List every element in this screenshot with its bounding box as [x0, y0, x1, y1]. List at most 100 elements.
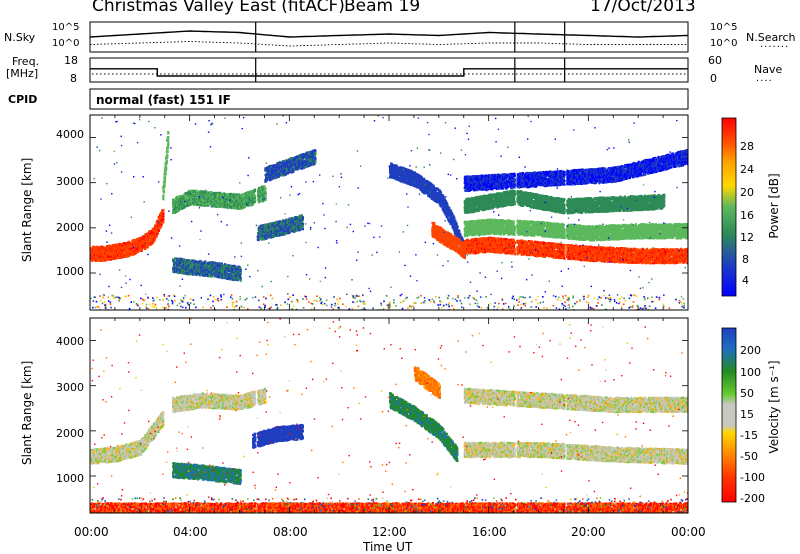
- heatmap-cell: [141, 246, 144, 249]
- heatmap-cell: [162, 190, 165, 193]
- heatmap-cell: [159, 217, 162, 220]
- heatmap-cell: [212, 199, 215, 202]
- heatmap-cell: [206, 198, 209, 201]
- heatmap-cell: [235, 195, 238, 198]
- heatmap-cell: [240, 204, 243, 207]
- heatmap-cell: [119, 256, 122, 259]
- heatmap-cell: [150, 234, 153, 237]
- heatmap-cell: [145, 240, 148, 243]
- heatmap-cell: [97, 249, 100, 252]
- heatmap-cell: [224, 193, 227, 196]
- heatmap-cell: [219, 196, 222, 200]
- heatmap-cell: [198, 198, 201, 201]
- heatmap-cell: [165, 168, 168, 171]
- heatmap-cell: [161, 221, 164, 224]
- heatmap-cell: [153, 239, 156, 242]
- heatmap-cell: [137, 249, 140, 253]
- heatmap-cell: [166, 153, 169, 157]
- heatmap-cell: [253, 198, 257, 201]
- heatmap-cell: [213, 205, 216, 208]
- heatmap-cell: [264, 187, 267, 190]
- heatmap-cell: [209, 193, 212, 197]
- heatmap-cell: [164, 172, 167, 175]
- heatmap-cell: [214, 196, 217, 199]
- heatmap-cell: [92, 251, 95, 254]
- heatmap-cell: [159, 226, 162, 229]
- heatmap-cell: [97, 250, 100, 253]
- heatmap-cell: [162, 221, 165, 224]
- heatmap-cell: [136, 239, 140, 242]
- heatmap-cell: [204, 190, 207, 193]
- heatmap-cell: [97, 259, 100, 262]
- heatmap-cell: [167, 140, 170, 143]
- heatmap-cell: [145, 235, 148, 238]
- heatmap-cell: [191, 189, 194, 192]
- heatmap-cell: [101, 259, 104, 262]
- heatmap-cell: [106, 247, 109, 250]
- heatmap-cell: [161, 210, 164, 213]
- heatmap-cell: [195, 189, 198, 192]
- heatmap-cell: [264, 194, 267, 197]
- heatmap-cell: [246, 203, 249, 207]
- heatmap-cell: [172, 206, 175, 209]
- heatmap-cell: [94, 257, 97, 260]
- heatmap-cell: [158, 219, 162, 222]
- heatmap-cell: [216, 195, 220, 198]
- heatmap-cell: [163, 185, 166, 188]
- heatmap-cell: [132, 245, 135, 248]
- heatmap-cell: [104, 251, 107, 254]
- heatmap-cell: [264, 190, 267, 193]
- heatmap-cell: [179, 200, 182, 203]
- heatmap-cell: [236, 204, 239, 207]
- heatmap-cell: [182, 206, 185, 209]
- heatmap-cell: [162, 198, 165, 201]
- heatmap-cell: [140, 249, 143, 252]
- heatmap-cell: [239, 270, 242, 273]
- heatmap-cell: [178, 208, 181, 211]
- heatmap-cell: [247, 197, 250, 200]
- heatmap-cell: [163, 180, 167, 183]
- heatmap-cell: [190, 201, 193, 204]
- heatmap-cell: [124, 255, 127, 258]
- heatmap-cell: [95, 259, 98, 262]
- heatmap-cell: [157, 229, 160, 232]
- heatmap-cell: [288, 231, 291, 234]
- heatmap-cell: [155, 235, 158, 238]
- heatmap-cell: [160, 223, 163, 226]
- heatmap-cell: [253, 195, 257, 198]
- heatmap-cell: [162, 209, 165, 212]
- heatmap-cell: [166, 155, 169, 159]
- heatmap-cell: [165, 166, 168, 169]
- heatmap-cell: [241, 201, 244, 204]
- heatmap-cell: [91, 248, 94, 251]
- heatmap-cell: [183, 204, 186, 207]
- heatmap-cell: [93, 256, 96, 259]
- heatmap-cell: [156, 224, 159, 227]
- heatmap-cell: [177, 206, 180, 209]
- heatmap-cell: [152, 241, 155, 244]
- heatmap-cell: [209, 195, 212, 198]
- heatmap-cell: [118, 244, 121, 247]
- heatmap-cell: [165, 167, 168, 170]
- heatmap-cell: [140, 245, 143, 248]
- heatmap-cell: [156, 219, 159, 222]
- heatmap-cell: [119, 247, 122, 250]
- heatmap-cell: [97, 255, 100, 258]
- heatmap-cell: [103, 246, 106, 249]
- freq-series: [90, 58, 688, 82]
- heatmap-cell: [97, 256, 100, 259]
- heatmap-cell: [113, 251, 116, 254]
- nsearch-line: [89, 41, 688, 47]
- heatmap-cell: [166, 145, 169, 148]
- heatmap-cell: [216, 192, 220, 195]
- heatmap-cell: [245, 199, 248, 202]
- heatmap-cell: [129, 247, 132, 250]
- heatmap-cell: [138, 244, 141, 247]
- heatmap-cell: [231, 202, 234, 205]
- heatmap-cell: [182, 194, 185, 197]
- heatmap-cell: [301, 227, 304, 230]
- heatmap-cell: [198, 194, 201, 197]
- nsky-line: [89, 30, 689, 38]
- heatmap-cell: [189, 203, 193, 206]
- heatmap-cell: [158, 216, 162, 219]
